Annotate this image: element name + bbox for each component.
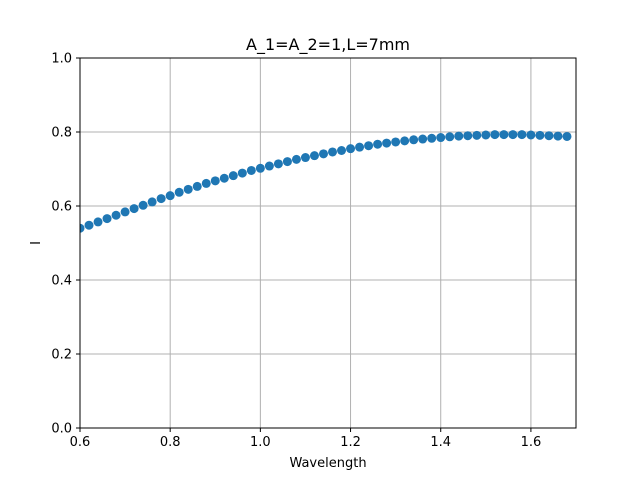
data-point — [445, 132, 455, 142]
data-point — [309, 151, 319, 161]
data-point — [526, 130, 536, 140]
data-point — [391, 137, 401, 147]
data-point — [508, 130, 518, 140]
data-point — [300, 153, 310, 163]
data-point — [373, 139, 383, 149]
data-point — [355, 142, 365, 152]
data-point — [382, 138, 392, 148]
data-point — [535, 130, 545, 140]
y-tick-label: 0.6 — [51, 200, 72, 215]
data-point — [147, 197, 157, 207]
data-point — [562, 131, 572, 141]
x-tick-label: 0.6 — [70, 435, 91, 450]
axis-ticks: 0.6 0.8 1.0 1.2 1.4 1.6 0.0 0.2 0.4 0.6 0.8 1.0 — [51, 52, 541, 451]
x-tick-label: 1.2 — [340, 435, 361, 450]
data-point — [237, 168, 247, 178]
data-point — [490, 130, 500, 140]
x-tick-label: 1.6 — [521, 435, 542, 450]
data-point — [418, 134, 428, 144]
plot-frame — [79, 57, 577, 429]
y-tick-label: 0.2 — [51, 348, 72, 363]
data-point — [553, 131, 563, 141]
y-tick-label: 0.4 — [51, 274, 72, 289]
y-tick-label: 0.0 — [51, 422, 72, 437]
data-point — [481, 130, 491, 140]
data-point — [255, 163, 265, 173]
data-point — [156, 194, 166, 204]
data-point — [102, 214, 112, 224]
data-points — [80, 130, 572, 233]
data-point — [174, 187, 184, 197]
data-point — [400, 136, 410, 146]
x-tick-label: 1.4 — [430, 435, 451, 450]
data-point — [427, 133, 437, 143]
data-point — [282, 157, 292, 167]
data-point — [364, 141, 374, 151]
data-point — [111, 210, 121, 220]
data-point — [472, 130, 482, 140]
data-point — [454, 131, 464, 141]
data-point — [409, 135, 419, 145]
x-tick-label: 0.8 — [160, 435, 181, 450]
y-tick-label: 0.8 — [51, 126, 72, 141]
data-point — [436, 133, 446, 143]
data-point — [192, 181, 202, 191]
data-point — [84, 220, 94, 230]
data-point — [328, 147, 338, 157]
grid — [79, 57, 576, 429]
data-point — [291, 154, 301, 164]
data-point — [499, 130, 509, 140]
data-point — [544, 131, 554, 141]
y-tick-label: 1.0 — [51, 52, 72, 67]
chart-title: A_1=A_2=1,L=7mm — [246, 35, 410, 55]
y-axis-label: I — [29, 241, 44, 245]
data-point — [219, 173, 229, 183]
data-point — [210, 176, 220, 186]
data-point — [165, 191, 175, 201]
x-axis-label: Wavelength — [289, 456, 366, 471]
data-point — [318, 149, 328, 159]
data-point — [183, 184, 193, 194]
data-point — [138, 200, 148, 210]
data-point — [201, 178, 211, 188]
data-point — [120, 207, 130, 217]
data-point — [80, 223, 85, 233]
data-point — [463, 131, 473, 141]
data-point — [93, 217, 103, 227]
data-point — [273, 159, 283, 169]
data-point — [228, 171, 238, 181]
data-point — [517, 130, 527, 140]
data-point — [246, 165, 256, 175]
data-point — [337, 146, 347, 155]
x-tick-label: 1.0 — [250, 435, 271, 450]
data-point — [129, 204, 139, 214]
data-point — [346, 144, 356, 154]
data-point — [264, 161, 274, 171]
